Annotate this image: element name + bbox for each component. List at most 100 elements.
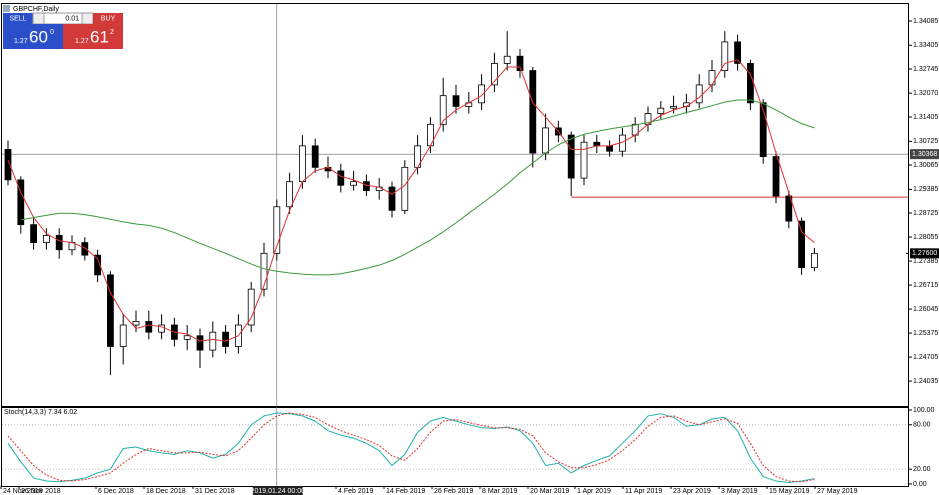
stoch-label: Stoch(14,3,3) 7.34 6.02 bbox=[4, 409, 77, 416]
x-tick-label: 1 Apr 2019 bbox=[577, 488, 611, 495]
candle-body bbox=[747, 63, 754, 104]
x-tick-label: 3 May 2019 bbox=[721, 488, 758, 495]
y-tick-label: 1.34085 bbox=[913, 18, 938, 25]
y-tick-label: 20.00 bbox=[913, 466, 931, 473]
candle-body bbox=[490, 63, 498, 86]
y-tick-label: 100.00 bbox=[913, 407, 935, 414]
candle-body bbox=[209, 331, 217, 351]
x-tick-label: 14 Feb 2019 bbox=[386, 488, 425, 495]
x-tick-label: 26 Nov 2018 bbox=[21, 488, 61, 495]
y-tick-label: 1.32745 bbox=[913, 66, 938, 73]
y-tick-label: 1.27385 bbox=[913, 258, 938, 265]
trade-panel: SELL 0.01 BUY 1.27 60 0 1.27 61 2 bbox=[3, 12, 123, 49]
y-tick-label: 1.24705 bbox=[913, 354, 938, 361]
buy-price-big: 1.27 bbox=[75, 38, 89, 45]
x-tick-label: 31 Dec 2018 bbox=[195, 488, 235, 495]
candle-body bbox=[708, 70, 716, 86]
candle-body bbox=[439, 95, 447, 125]
candle-body bbox=[734, 41, 741, 64]
x-tick-label: 8 Mar 2019 bbox=[482, 488, 518, 495]
candle-body bbox=[119, 324, 127, 347]
x-tick-label: 6 Dec 2018 bbox=[98, 488, 134, 495]
moving-average bbox=[20, 99, 815, 276]
x-tick-label: 24 Nov 2018 bbox=[3, 488, 43, 495]
buy-price-box[interactable] bbox=[63, 24, 123, 49]
candle-body bbox=[503, 55, 511, 64]
price-label: 1.30368 bbox=[912, 151, 937, 158]
buy-pips: 61 bbox=[90, 27, 109, 46]
x-tick-label: 20 Mar 2019 bbox=[530, 488, 569, 495]
y-tick-label: 80.00 bbox=[913, 422, 931, 429]
y-tick-label: 1.31405 bbox=[913, 114, 938, 121]
candle-body bbox=[30, 224, 38, 243]
x-tick-label: 4 Feb 2019 bbox=[338, 488, 374, 495]
price-label-box bbox=[910, 149, 939, 160]
candle-body bbox=[196, 335, 204, 351]
candle-body bbox=[721, 41, 729, 71]
y-tick-label: 1.33405 bbox=[913, 42, 938, 49]
price-panel bbox=[1, 3, 909, 407]
x-tick-label: 18 Dec 2018 bbox=[146, 488, 186, 495]
x-tick-label: 11 Apr 2019 bbox=[625, 488, 662, 495]
candle-body bbox=[542, 127, 549, 154]
y-tick-label: 1.28725 bbox=[913, 210, 938, 217]
candle-body bbox=[670, 106, 677, 109]
candle-body bbox=[222, 331, 230, 347]
y-tick-label: 1.32070 bbox=[913, 90, 938, 97]
candle-body bbox=[145, 321, 153, 333]
sell-button[interactable] bbox=[3, 13, 33, 24]
candle-body bbox=[350, 181, 358, 186]
candle-body bbox=[286, 181, 294, 208]
y-tick-label: 1.29385 bbox=[913, 186, 938, 193]
candle-body bbox=[273, 206, 281, 254]
buy-label: BUY bbox=[101, 15, 116, 22]
x-tick-label: 15 May 2019 bbox=[769, 488, 810, 495]
candle-body bbox=[593, 141, 601, 147]
buy-fraction: 2 bbox=[110, 29, 114, 36]
candle-body bbox=[43, 235, 50, 243]
x-tick-label: 26 Feb 2019 bbox=[434, 488, 473, 495]
candle-body bbox=[298, 145, 306, 183]
y-tick-label: 1.24035 bbox=[913, 378, 938, 385]
candle-body bbox=[247, 288, 255, 326]
candle-body bbox=[529, 70, 537, 154]
price-label: 1.27600 bbox=[912, 250, 937, 257]
stoch-signal bbox=[7, 412, 815, 483]
candle-body bbox=[17, 179, 25, 226]
candle-body bbox=[516, 55, 524, 71]
lot-down[interactable] bbox=[32, 12, 45, 25]
moving-average bbox=[7, 59, 815, 342]
y-tick-label: 1.26715 bbox=[913, 282, 938, 289]
crosshair-time: 2019.01.24 00:00 bbox=[251, 488, 306, 495]
sell-price-box[interactable] bbox=[3, 24, 63, 49]
candle-body bbox=[452, 95, 460, 107]
buy-button[interactable] bbox=[93, 13, 123, 24]
y-tick-label: 1.26045 bbox=[913, 306, 938, 313]
candle-body bbox=[785, 195, 793, 222]
price-label-box bbox=[910, 248, 939, 259]
candle-body bbox=[183, 335, 191, 340]
candle-body bbox=[94, 254, 101, 276]
stoch-main bbox=[7, 412, 815, 484]
candle-body bbox=[695, 84, 703, 104]
candle-body bbox=[759, 102, 767, 157]
lot-value: 0.01 bbox=[65, 15, 79, 22]
sell-fraction: 0 bbox=[50, 29, 54, 36]
sell-pips: 60 bbox=[29, 27, 48, 46]
candle-body bbox=[311, 145, 319, 168]
sell-price-big: 1.27 bbox=[14, 38, 28, 45]
lot-up[interactable] bbox=[81, 12, 94, 25]
crosshair-time-box bbox=[252, 486, 303, 495]
y-tick-label: 0.00 bbox=[913, 481, 927, 488]
x-tick-label: 23 Apr 2019 bbox=[673, 488, 711, 495]
y-tick-label: 1.30065 bbox=[913, 162, 938, 169]
candle-body bbox=[388, 186, 396, 211]
candle-body bbox=[337, 170, 345, 186]
candle-body bbox=[798, 220, 805, 269]
candle-body bbox=[81, 242, 89, 256]
y-tick-label: 1.28055 bbox=[913, 234, 938, 241]
candle-body bbox=[260, 252, 268, 290]
candle-body bbox=[657, 107, 665, 114]
